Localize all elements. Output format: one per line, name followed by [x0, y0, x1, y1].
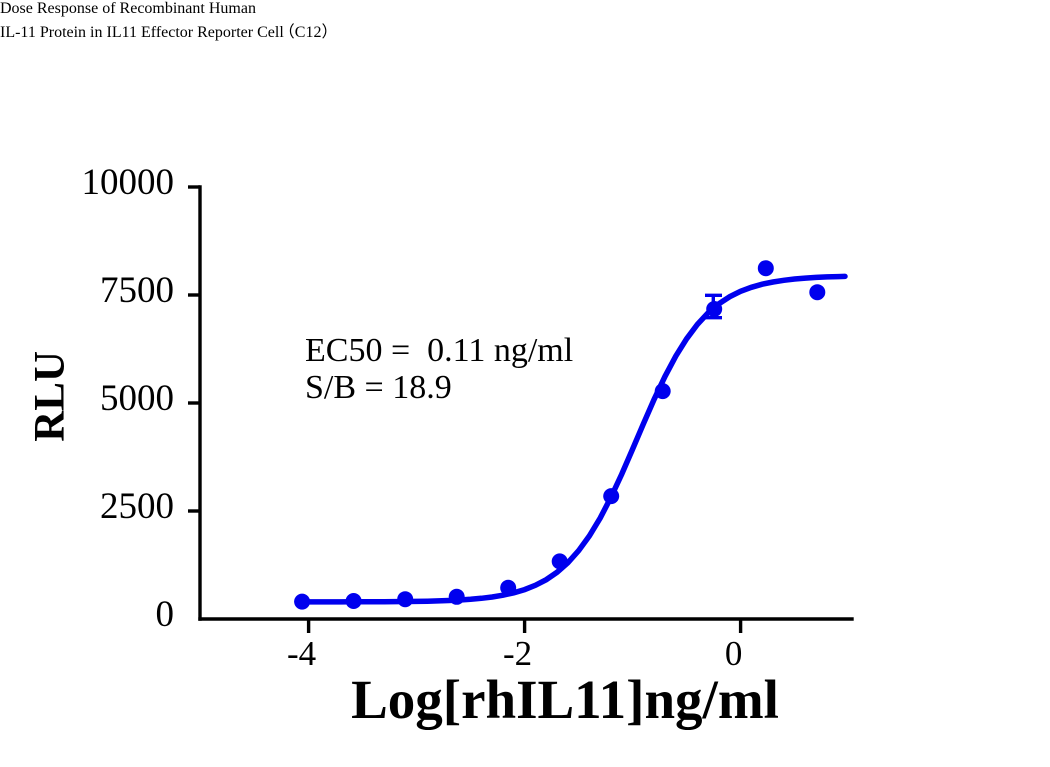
svg-text:Log[rhIL11]ng/ml: Log[rhIL11]ng/ml — [351, 669, 779, 730]
svg-text:RLU: RLU — [27, 351, 74, 442]
svg-text:2500: 2500 — [100, 486, 174, 527]
svg-text:EC50 = 0.11 ng/ml: EC50 = 0.11 ng/ml — [305, 332, 573, 369]
svg-text:7500: 7500 — [100, 270, 174, 311]
svg-text:-4: -4 — [287, 634, 316, 673]
svg-text:10000: 10000 — [82, 162, 175, 203]
svg-text:-2: -2 — [503, 634, 532, 673]
svg-text:5000: 5000 — [100, 378, 174, 419]
svg-text:0: 0 — [725, 634, 743, 673]
svg-text:S/B = 18.9: S/B = 18.9 — [305, 369, 452, 406]
svg-text:0: 0 — [156, 594, 175, 635]
